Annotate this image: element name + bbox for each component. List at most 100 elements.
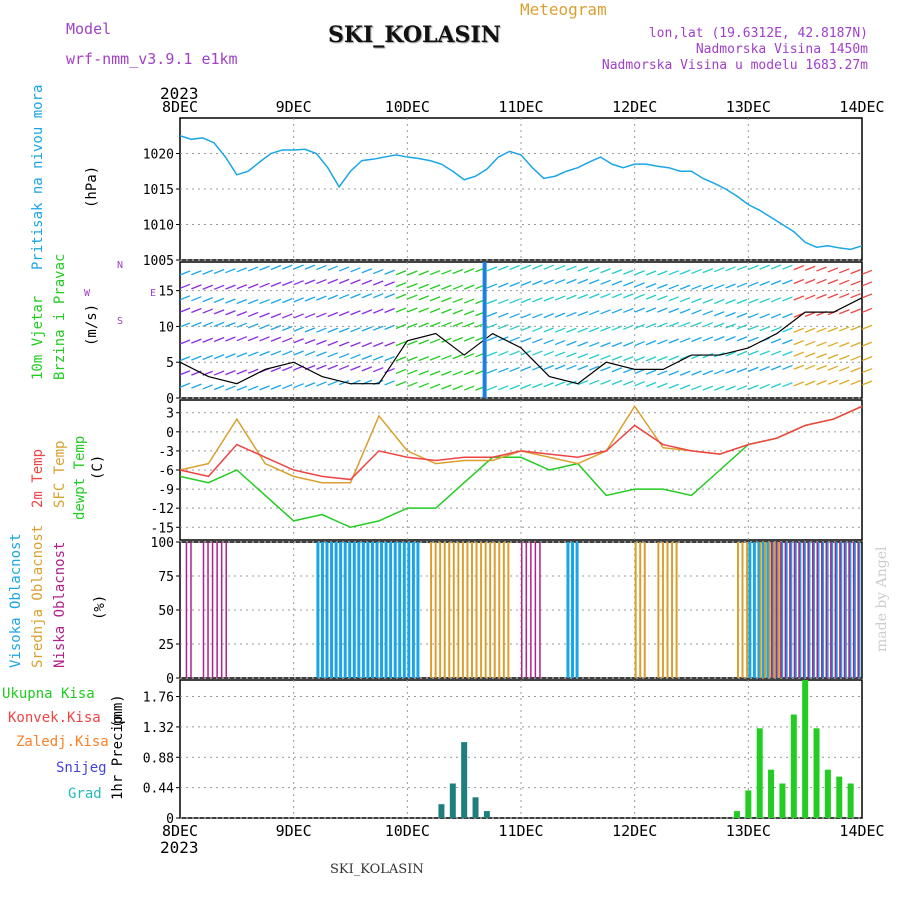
cloud-mid-bar	[639, 542, 642, 678]
cloud-high-bar	[571, 542, 575, 678]
wind-barb	[634, 340, 645, 347]
wind-barb	[270, 298, 282, 304]
wind-barb	[407, 381, 418, 388]
wind-barb	[270, 384, 282, 390]
wind-barb	[441, 337, 452, 343]
wind-barb	[282, 383, 293, 390]
time-label-bottom: 14DEC	[839, 822, 884, 840]
cloud-mid-bar	[657, 542, 660, 678]
precip-bar	[449, 783, 456, 818]
wind-barb	[191, 383, 202, 389]
wind-barb	[361, 268, 373, 274]
time-label-top: 11DEC	[498, 98, 543, 116]
wind-barb	[486, 336, 498, 342]
wind-barb	[213, 370, 225, 376]
wind-barb	[657, 283, 668, 289]
wind-barb	[611, 308, 623, 314]
wind-barb	[191, 307, 202, 314]
precip-legend-total: Ukupna Kisa	[2, 686, 95, 702]
cloud-low-bar	[202, 542, 205, 678]
wind-barb	[429, 296, 441, 302]
time-label-bottom: 12DEC	[612, 822, 657, 840]
wind-barb	[566, 311, 577, 318]
wind-barb	[839, 341, 850, 348]
ytick-label-cloud: 25	[158, 638, 174, 653]
wind-barb	[532, 313, 543, 319]
wind-barb	[804, 294, 816, 300]
wind-barb	[577, 365, 589, 371]
cloud-mid-bar	[439, 542, 442, 678]
wind-barb	[463, 268, 475, 274]
wind-barb	[259, 282, 270, 288]
cloud-low-bar	[225, 542, 227, 678]
wind-barb	[782, 264, 793, 270]
time-label-top: 13DEC	[726, 98, 771, 116]
wind-barb	[372, 280, 384, 286]
wind-barb	[441, 308, 452, 314]
wind-barb	[668, 296, 680, 302]
wind-barb	[554, 278, 566, 285]
wind-barb	[225, 353, 236, 359]
ytick-label-cloud: 100	[151, 536, 174, 551]
wind-barb	[850, 269, 861, 275]
wind-barb	[827, 379, 839, 385]
cloud-mid-bar	[661, 542, 664, 678]
wind-barb	[679, 308, 691, 314]
ytick-label-wind: 5	[166, 356, 174, 371]
wind-barb	[293, 297, 304, 303]
cloud-low-bar	[811, 542, 814, 678]
wind-barb	[793, 340, 805, 346]
wind-barb	[861, 341, 873, 347]
wind-barb	[498, 367, 509, 373]
cloud-high-bar	[398, 542, 402, 678]
wind-barb	[293, 313, 304, 319]
wind-barb	[850, 367, 861, 373]
wind-barb	[384, 380, 395, 386]
wind-barb	[395, 293, 407, 299]
wind-barb	[327, 265, 339, 271]
wind-barb	[634, 381, 645, 387]
cloud-high-bar	[402, 542, 406, 678]
wind-barb	[623, 324, 634, 330]
wind-barb	[702, 284, 714, 290]
cloud-high-bar	[334, 542, 338, 678]
cloud-low-bar	[843, 542, 846, 678]
wind-barb	[463, 310, 475, 316]
wind-barb	[600, 341, 611, 348]
wind-barb	[691, 321, 702, 327]
cloud-high-bar	[757, 542, 761, 678]
ytick-label-temp: -12	[151, 502, 174, 517]
wind-barb	[372, 268, 384, 275]
wind-barb	[645, 283, 657, 289]
wind-barb	[213, 385, 225, 391]
wind-barb	[316, 381, 327, 387]
wind-barb	[804, 380, 816, 386]
wind-barb	[770, 264, 782, 270]
precip-bar	[836, 776, 843, 818]
wind-barb	[395, 323, 407, 330]
cloud-high-bar	[343, 542, 347, 678]
cloud-mid-bar	[768, 542, 771, 678]
cloud-mid-bar	[634, 542, 637, 678]
wind-barb	[304, 264, 316, 270]
wind-barb	[304, 327, 316, 333]
wind-barb	[634, 356, 645, 362]
wind-barb	[293, 383, 304, 389]
wind-barb	[407, 356, 418, 362]
cloud-low-bar	[185, 542, 188, 678]
wind-barb	[804, 278, 816, 284]
station-title: SKI_KOLASIN	[328, 22, 501, 48]
wind-barb	[384, 281, 395, 287]
wind-barb	[770, 280, 782, 286]
wind-barb	[668, 338, 680, 344]
wind-barb	[395, 282, 407, 288]
wind-barb	[770, 313, 782, 319]
wind-barb	[611, 268, 623, 275]
wind-barb	[509, 350, 520, 356]
wind-barb	[861, 293, 873, 299]
ytick-label-precip: 1.32	[143, 721, 174, 736]
ytick-label-cloud: 0	[166, 672, 174, 687]
wind-barb	[839, 366, 850, 372]
wind-barb	[634, 293, 645, 300]
wind-barb	[350, 293, 361, 299]
